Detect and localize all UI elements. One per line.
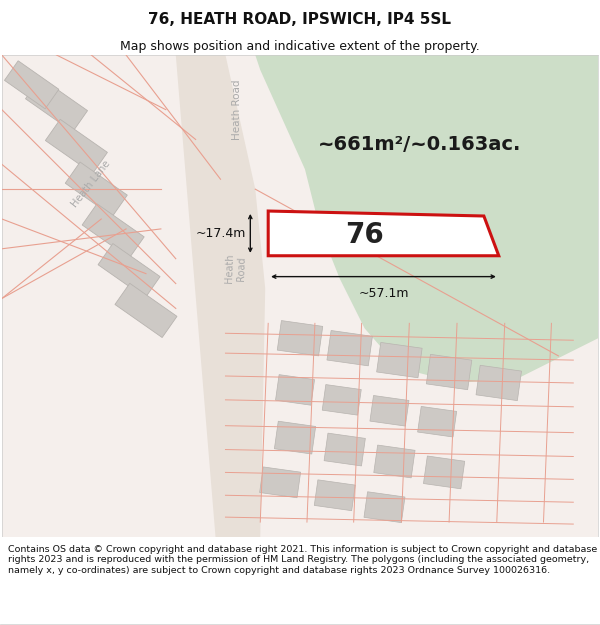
Polygon shape <box>277 321 323 356</box>
Polygon shape <box>377 342 422 377</box>
Polygon shape <box>260 467 301 498</box>
Text: 76: 76 <box>346 221 384 249</box>
Polygon shape <box>418 406 457 437</box>
Polygon shape <box>4 61 59 109</box>
Polygon shape <box>424 456 465 489</box>
Polygon shape <box>364 492 405 522</box>
Text: Contains OS data © Crown copyright and database right 2021. This information is : Contains OS data © Crown copyright and d… <box>8 545 597 575</box>
Text: Map shows position and indicative extent of the property.: Map shows position and indicative extent… <box>120 39 480 52</box>
Polygon shape <box>65 162 127 216</box>
Polygon shape <box>82 204 144 258</box>
Text: ~661m²/~0.163ac.: ~661m²/~0.163ac. <box>317 135 521 154</box>
Polygon shape <box>274 421 316 454</box>
Text: Heath
Road: Heath Road <box>224 254 247 284</box>
Polygon shape <box>327 331 373 366</box>
Polygon shape <box>314 480 355 511</box>
Polygon shape <box>115 283 177 338</box>
Text: ~17.4m: ~17.4m <box>196 227 247 240</box>
Text: Heath Lane: Heath Lane <box>70 159 113 209</box>
Polygon shape <box>476 365 521 401</box>
Polygon shape <box>25 78 88 132</box>
Polygon shape <box>374 445 415 478</box>
Polygon shape <box>98 244 160 298</box>
Text: ~57.1m: ~57.1m <box>358 286 409 299</box>
Polygon shape <box>427 354 472 390</box>
Text: 76, HEATH ROAD, IPSWICH, IP4 5SL: 76, HEATH ROAD, IPSWICH, IP4 5SL <box>149 12 452 27</box>
Polygon shape <box>176 55 265 537</box>
Polygon shape <box>46 119 107 174</box>
Polygon shape <box>322 384 361 415</box>
Polygon shape <box>324 433 365 466</box>
Polygon shape <box>275 374 314 405</box>
Text: Heath Road: Heath Road <box>232 79 242 140</box>
Polygon shape <box>255 55 598 383</box>
Polygon shape <box>268 211 499 256</box>
Polygon shape <box>370 396 409 426</box>
